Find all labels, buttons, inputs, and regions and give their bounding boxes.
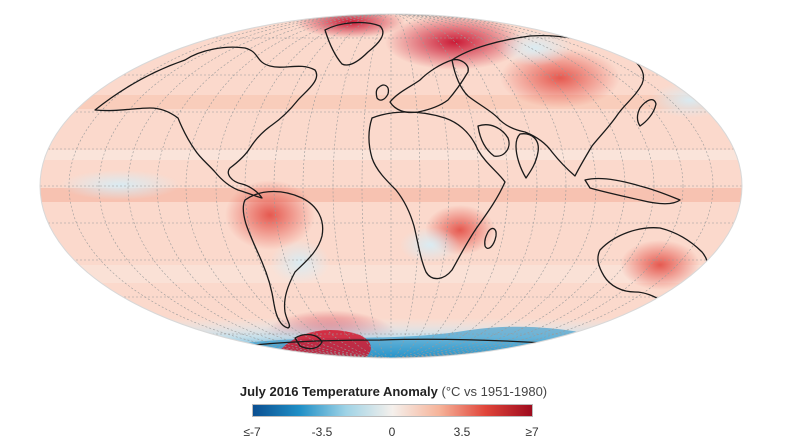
legend-title-main: July 2016 Temperature Anomaly: [239, 384, 438, 399]
map-svg: [39, 13, 743, 359]
arabia-outline: [477, 124, 510, 157]
map-outline: [39, 13, 743, 359]
tick-label-zero: 0: [388, 425, 396, 439]
anomaly-field: [40, 14, 742, 358]
tick-label-neg: -3.5: [311, 425, 333, 439]
tick-label-min: ≤-7: [243, 425, 261, 439]
uk-outline: [375, 84, 390, 101]
north-america-outline: [94, 46, 318, 199]
graticule: [40, 14, 742, 358]
africa-outline: [368, 111, 506, 280]
india-outline: [515, 133, 539, 179]
greenland-outline: [324, 21, 384, 66]
tick-label-pos: 3.5: [453, 425, 471, 439]
antarctic-peninsula-outline: [294, 333, 323, 350]
new-zealand-outline: [731, 278, 742, 304]
tick-label-max: ≥7: [525, 425, 539, 439]
color-scale-bar: [252, 404, 533, 417]
south-america-outline: [242, 190, 324, 329]
legend-title-units: (°C vs 1951-1980): [441, 384, 548, 399]
legend-title: July 2016 Temperature Anomaly (°C vs 195…: [0, 384, 787, 399]
indonesia-outline: [584, 177, 681, 205]
japan-outline: [636, 98, 657, 127]
madagascar-outline: [484, 227, 497, 250]
world-map: [39, 13, 743, 359]
